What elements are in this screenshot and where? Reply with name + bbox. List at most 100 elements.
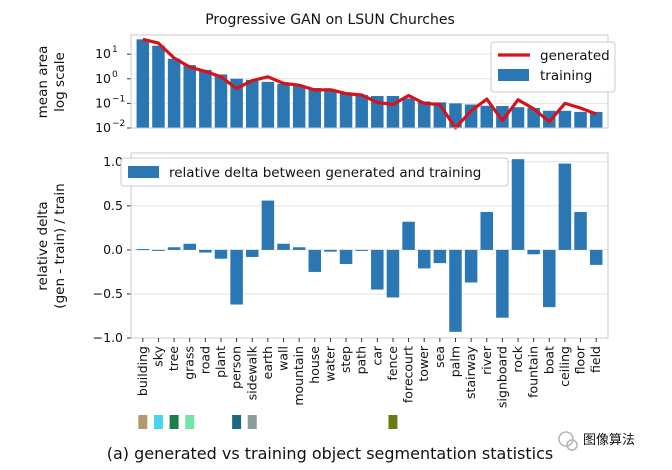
category-label-water: water (322, 345, 337, 381)
delta-bar (386, 249, 400, 298)
category-label-plant: plant (213, 346, 228, 378)
category-label-sea: sea (432, 346, 447, 368)
delta-bar (339, 249, 353, 264)
top-chart-title: Progressive GAN on LSUN Churches (205, 12, 455, 28)
delta-bar (433, 249, 447, 264)
training-bar (152, 45, 165, 128)
category-label-rock: rock (510, 345, 525, 372)
delta-bar (527, 249, 540, 255)
delta-bar (277, 243, 290, 250)
training-bar (480, 105, 494, 128)
category-label-river: river (479, 345, 494, 375)
training-bar (496, 106, 509, 128)
delta-bar (449, 249, 462, 332)
category-label-house: house (307, 346, 322, 384)
delta-bar (511, 159, 525, 250)
category-label-mountain: mountain (291, 346, 306, 406)
delta-bar (480, 212, 494, 250)
category-label-field: field (588, 346, 603, 373)
delta-bar (543, 249, 556, 308)
swatch-fence (388, 415, 398, 429)
swatch-person (232, 415, 242, 429)
legend-training-swatch (498, 69, 529, 81)
delta-bar (355, 249, 368, 251)
x-axis-category-labels: building sky tree grass road plant person sidew… (135, 338, 603, 408)
delta-bar (136, 249, 150, 251)
training-bar (308, 88, 322, 128)
category-label-boat: boat (541, 346, 556, 374)
category-label-tower: tower (416, 345, 431, 381)
delta-bar (183, 243, 196, 250)
top-y-tick-label: 10 (95, 71, 111, 86)
bottom-y-axis-label-line-2: (gen - train) / train (52, 183, 68, 308)
category-color-swatches (138, 415, 398, 429)
training-bar (417, 101, 431, 128)
delta-bar (558, 163, 572, 250)
legend-delta-swatch (128, 166, 159, 178)
top-chart-training-bars (136, 39, 603, 129)
training-bar (574, 111, 587, 128)
delta-bar (214, 249, 228, 259)
swatch-sidewalk (247, 415, 257, 429)
top-chart-legend: generated training (490, 41, 616, 93)
training-bar (183, 65, 196, 128)
training-bar (214, 74, 228, 128)
category-label-grass: grass (182, 346, 197, 380)
delta-bar (261, 200, 275, 250)
figure-caption: (a) generated vs training object segment… (107, 444, 554, 463)
top-y-tick-exponent: −1 (112, 94, 125, 104)
bottom-y-tick-label: −1.0 (93, 330, 123, 345)
top-y-tick-label: 10 (95, 46, 111, 61)
category-label-wall: wall (276, 346, 291, 371)
category-label-path: path (354, 346, 369, 374)
delta-bar (402, 221, 415, 250)
bottom-y-axis-ticks: 1.0 0.5 0.0 −0.5 −1.0 (93, 154, 131, 345)
category-label-building: building (135, 346, 150, 396)
delta-bar (589, 249, 603, 265)
top-y-tick-exponent: 1 (112, 45, 118, 55)
category-label-signboard: signboard (494, 346, 509, 408)
training-bar (589, 111, 603, 128)
category-label-sky: sky (150, 345, 165, 366)
watermark: 图像算法 (558, 431, 635, 451)
legend-generated-label: generated (540, 48, 610, 64)
legend-delta-label: relative delta between generated and tra… (169, 165, 481, 181)
delta-bar (152, 249, 165, 251)
training-bar (402, 98, 415, 128)
delta-bar (371, 249, 384, 290)
delta-bar (292, 247, 306, 250)
bottom-y-tick-label: 0.5 (103, 198, 123, 213)
bottom-legend-box (120, 157, 509, 187)
bottom-chart-delta-bars (136, 159, 603, 332)
delta-bar (496, 249, 509, 318)
training-bar (245, 79, 259, 128)
delta-bar (464, 249, 478, 283)
legend-training-label: training (540, 68, 592, 84)
training-bar (230, 78, 243, 128)
bottom-y-tick-label: 1.0 (103, 154, 123, 169)
training-bar (136, 39, 150, 129)
category-label-person: person (229, 346, 244, 389)
training-bar (511, 107, 525, 128)
watermark-icon (558, 431, 574, 447)
top-y-axis-label-line-1: mean area (35, 46, 51, 119)
category-label-stairway: stairway (463, 345, 478, 399)
category-label-fence: fence (385, 346, 400, 381)
bottom-y-tick-label: 0.0 (103, 242, 123, 257)
delta-bar (308, 249, 322, 272)
bottom-y-axis-label-line-1: relative delta (35, 201, 51, 290)
swatch-grass (185, 415, 195, 429)
bottom-y-tick-label: −0.5 (93, 286, 123, 301)
delta-bar (167, 247, 181, 250)
category-label-road: road (197, 346, 212, 374)
training-bar (167, 58, 181, 128)
bottom-chart-legend: relative delta between generated and tra… (120, 157, 509, 187)
training-bar (339, 92, 353, 128)
delta-bar (230, 249, 243, 305)
delta-bar (574, 212, 587, 250)
training-bar (558, 110, 572, 128)
category-label-fountain: fountain (526, 346, 541, 398)
category-label-ceiling: ceiling (557, 346, 572, 387)
top-y-axis-label: mean area log scale (35, 46, 68, 119)
